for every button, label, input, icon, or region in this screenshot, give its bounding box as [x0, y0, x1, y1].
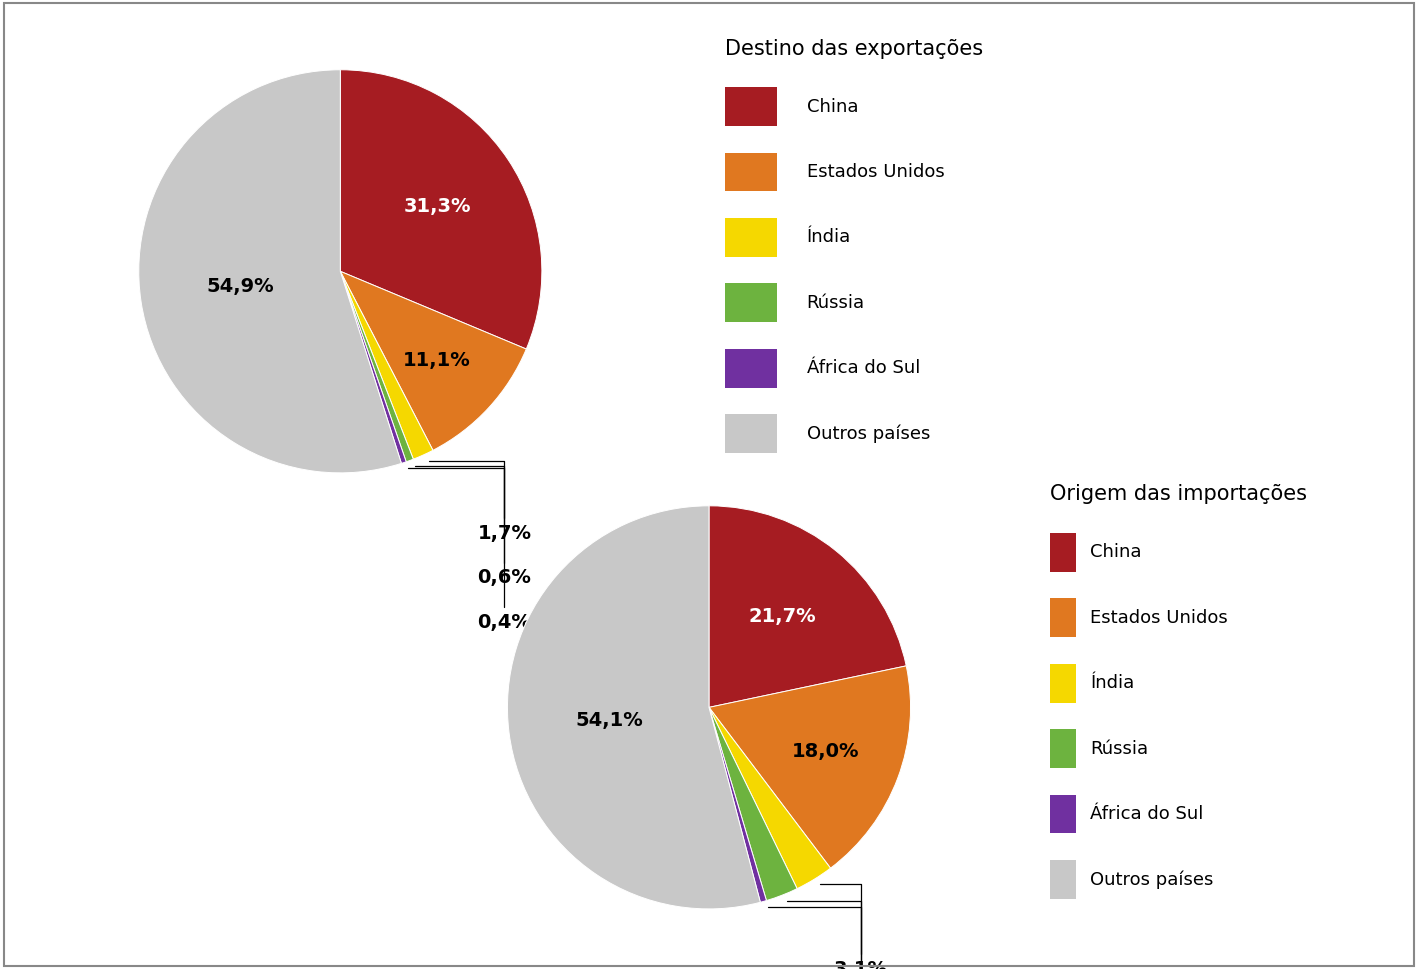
Wedge shape	[340, 271, 406, 463]
FancyBboxPatch shape	[1049, 795, 1076, 833]
Wedge shape	[340, 271, 432, 459]
Text: 21,7%: 21,7%	[749, 608, 817, 626]
Text: China: China	[807, 98, 858, 115]
Text: China: China	[1090, 544, 1141, 561]
Text: África do Sul: África do Sul	[1090, 805, 1204, 823]
FancyBboxPatch shape	[726, 284, 777, 322]
Wedge shape	[709, 666, 910, 868]
Text: Estados Unidos: Estados Unidos	[807, 163, 944, 181]
Wedge shape	[709, 506, 906, 707]
Text: Origem das importações: Origem das importações	[1049, 484, 1307, 505]
FancyBboxPatch shape	[726, 87, 777, 126]
Text: 54,9%: 54,9%	[207, 277, 275, 297]
FancyBboxPatch shape	[1049, 533, 1076, 572]
Text: Outros países: Outros países	[1090, 870, 1214, 889]
Wedge shape	[709, 707, 767, 902]
Text: Rússia: Rússia	[1090, 739, 1149, 758]
Wedge shape	[508, 506, 760, 909]
FancyBboxPatch shape	[726, 349, 777, 388]
FancyBboxPatch shape	[1049, 730, 1076, 767]
Text: 3,1%: 3,1%	[820, 885, 888, 969]
Wedge shape	[340, 271, 526, 451]
Text: 31,3%: 31,3%	[404, 197, 471, 216]
Text: 0,6%: 0,6%	[414, 466, 532, 587]
Wedge shape	[709, 707, 831, 889]
Text: Estados Unidos: Estados Unidos	[1090, 609, 1228, 627]
Wedge shape	[709, 707, 797, 900]
Text: 18,0%: 18,0%	[793, 741, 859, 761]
Wedge shape	[340, 271, 413, 462]
Text: 54,1%: 54,1%	[576, 711, 642, 730]
Text: Índia: Índia	[807, 229, 851, 246]
Text: 0,4%: 0,4%	[408, 468, 532, 632]
FancyBboxPatch shape	[1049, 664, 1076, 703]
Text: 11,1%: 11,1%	[403, 351, 471, 369]
Text: Índia: Índia	[1090, 674, 1134, 692]
FancyBboxPatch shape	[1049, 599, 1076, 638]
FancyBboxPatch shape	[726, 153, 777, 192]
Text: Outros países: Outros países	[807, 424, 930, 443]
Wedge shape	[139, 70, 401, 473]
FancyBboxPatch shape	[1049, 860, 1076, 899]
Text: África do Sul: África do Sul	[807, 359, 920, 377]
FancyBboxPatch shape	[726, 218, 777, 257]
FancyBboxPatch shape	[726, 415, 777, 453]
Text: Rússia: Rússia	[807, 294, 865, 312]
Wedge shape	[340, 70, 542, 349]
Text: 2,6%: 2,6%	[787, 901, 888, 969]
Text: 0,5%: 0,5%	[767, 907, 888, 969]
Text: 1,7%: 1,7%	[428, 460, 532, 543]
Text: Destino das exportações: Destino das exportações	[726, 39, 984, 59]
